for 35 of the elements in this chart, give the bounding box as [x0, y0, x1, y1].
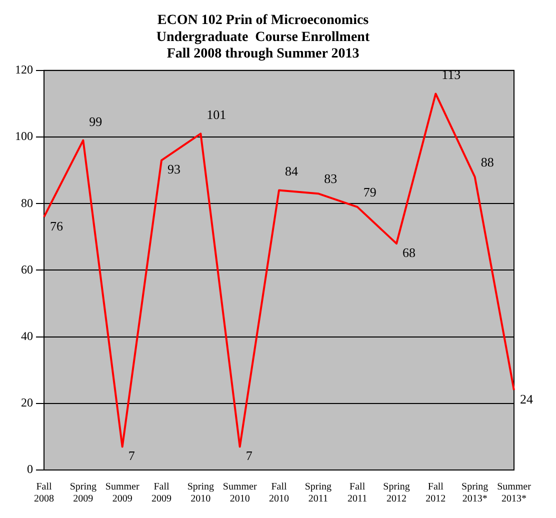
data-label: 24	[520, 392, 534, 406]
y-tick-label: 100	[15, 129, 33, 144]
data-label: 88	[480, 154, 494, 170]
x-tick-label: Fall 2010	[269, 482, 289, 505]
text: Fall 2008 through Summer 2013	[166, 46, 360, 62]
x-tick-label: Fall 2011	[348, 482, 368, 505]
y-tick-label: 120	[15, 62, 33, 77]
data-label: 76	[50, 218, 64, 234]
x-tick-label: Fall 2008	[34, 482, 54, 505]
data-label: 99	[89, 114, 102, 129]
data-label: 84	[285, 164, 298, 179]
x-tick-label: Spring 2010	[187, 482, 214, 505]
x-tick-label: Fall 2009	[152, 482, 172, 505]
x-tick-label: Summer 2013*	[497, 482, 532, 505]
y-tick-label: 40	[21, 328, 33, 343]
data-label: 68	[402, 244, 416, 260]
x-tick-label: Fall 2012	[426, 482, 446, 505]
text: Undergraduate Course Enrollment	[156, 30, 370, 45]
x-tick-label: Summer 2010	[222, 482, 258, 505]
data-label: 7	[246, 448, 253, 464]
y-tick-label: 0	[27, 462, 33, 476]
x-tick-label: Summer 2009	[105, 482, 140, 505]
data-label: 83	[324, 171, 338, 186]
data-label: 93	[168, 162, 180, 177]
data-label: 79	[363, 184, 376, 200]
x-tick-label: Spring 2009	[70, 482, 97, 505]
x-tick-label: Spring 2013*	[461, 482, 488, 505]
x-tick-label: Spring 2012	[383, 482, 410, 505]
text: ECON 102 Prin of Microeconomics	[157, 13, 369, 28]
y-tick-label: 60	[21, 262, 33, 276]
y-tick-label: 20	[21, 396, 33, 410]
x-tick-label: Spring 2011	[304, 482, 332, 505]
data-label: 101	[206, 107, 226, 122]
data-label: 7	[128, 448, 136, 464]
y-tick-label: 80	[21, 196, 33, 210]
